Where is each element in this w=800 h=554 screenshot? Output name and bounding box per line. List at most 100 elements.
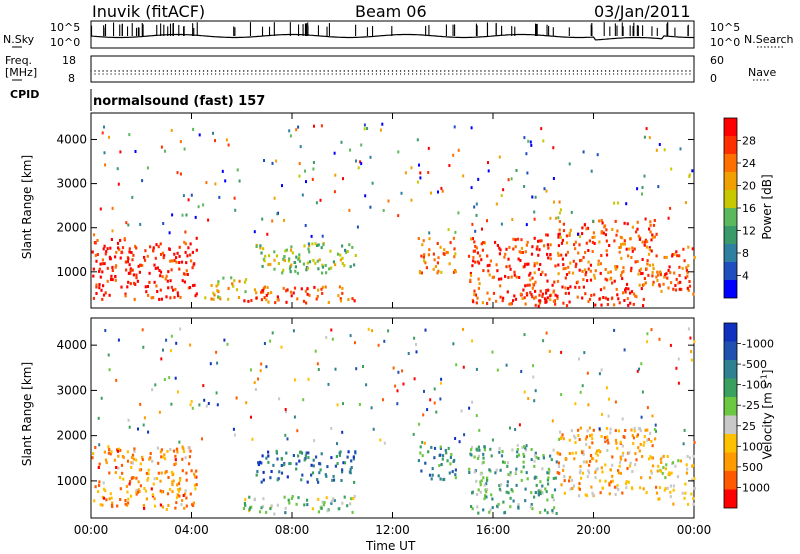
nave-point — [335, 73, 337, 75]
velocity-cell — [165, 338, 168, 342]
freq-point — [460, 70, 462, 72]
velocity-cell — [532, 364, 534, 368]
power-cell — [259, 246, 262, 250]
power-cell — [139, 222, 142, 226]
power-cell — [574, 265, 577, 269]
power-cell — [525, 152, 528, 156]
velocity-cell — [122, 477, 125, 481]
freq-point — [464, 70, 466, 72]
velocity-cell — [526, 477, 529, 481]
power-cell — [586, 226, 590, 230]
velocity-cell — [382, 398, 384, 402]
nave-point — [223, 73, 225, 75]
power-cell — [513, 273, 516, 277]
velocity-cell — [433, 401, 436, 405]
velocity-cell — [127, 501, 130, 505]
power-cell — [316, 294, 319, 298]
velocity-cell — [639, 429, 642, 433]
velocity-cell — [530, 491, 533, 495]
velocity-cell — [260, 362, 263, 366]
velocity-cell — [485, 482, 488, 486]
freq-point — [190, 70, 193, 72]
velocity-cell — [354, 450, 357, 454]
velocity-cell — [144, 489, 148, 493]
power-cell — [183, 280, 186, 284]
velocity-cell — [317, 480, 320, 484]
velocity-cell — [689, 336, 692, 340]
velocity-cell — [168, 376, 171, 380]
velocity-cell — [650, 456, 653, 460]
velocity-cell — [263, 342, 266, 345]
power-cell — [416, 138, 419, 142]
power-cell — [300, 287, 303, 291]
power-cell — [581, 296, 584, 300]
velocity-cell — [557, 465, 561, 468]
power-cell — [528, 283, 531, 287]
velocity-cell — [470, 448, 473, 452]
power-cell — [557, 251, 560, 255]
power-cell — [643, 135, 646, 139]
power-cell — [678, 265, 681, 269]
velocity-cell — [349, 471, 352, 475]
velocity-cell — [316, 362, 319, 366]
power-cell — [500, 277, 503, 281]
power-cell — [192, 284, 195, 288]
velocity-cell — [177, 482, 181, 486]
velocity-cell — [554, 476, 557, 480]
velocity-cell — [498, 487, 501, 491]
power-cell — [677, 281, 680, 285]
x-tick-label: 00:00 — [677, 523, 712, 537]
cpid-value: normalsound (fast) 157 — [93, 94, 266, 109]
power-cell — [339, 299, 343, 303]
freq-point — [255, 70, 257, 72]
nave-point — [227, 73, 229, 75]
power-cell — [554, 264, 557, 268]
velocity-cell — [397, 370, 400, 374]
power-cell — [574, 247, 577, 251]
power-cell — [641, 283, 645, 287]
power-cell — [101, 270, 104, 274]
velocity-cell — [636, 433, 639, 437]
power-cell — [472, 259, 475, 263]
velocity-cell — [160, 357, 163, 361]
power-cell — [582, 278, 585, 281]
nave-point — [110, 73, 112, 75]
velocity-cell — [188, 455, 191, 459]
power-cell — [503, 255, 506, 259]
velocity-cell — [638, 449, 641, 453]
velocity-cell — [428, 473, 432, 477]
freq-point — [323, 70, 325, 72]
power-cell — [286, 288, 289, 292]
power-cell — [305, 180, 307, 184]
power-cell — [679, 280, 682, 284]
velocity-cell — [606, 449, 609, 452]
freq-point — [407, 70, 410, 72]
power-cell — [688, 280, 691, 283]
velocity-cell — [307, 451, 310, 455]
power-cell — [127, 257, 130, 261]
velocity-cell — [101, 503, 104, 507]
nave-point — [444, 73, 446, 75]
power-cell — [666, 276, 669, 280]
power-cell — [104, 163, 107, 167]
freq-point — [440, 70, 442, 72]
nave-point — [420, 73, 422, 75]
freq-point — [456, 70, 458, 72]
velocity-cell — [392, 366, 395, 370]
freq-point — [608, 70, 611, 72]
power-cell — [334, 263, 337, 267]
power-cell — [619, 245, 622, 249]
power-cell — [265, 298, 268, 302]
velocity-cell — [424, 461, 427, 465]
nave-point — [625, 73, 627, 75]
velocity-cell — [429, 398, 432, 402]
velocity-cell — [521, 446, 524, 449]
velocity-cell — [284, 433, 287, 437]
power-cell — [371, 181, 374, 185]
velocity-cell — [568, 479, 571, 483]
power-cell — [481, 301, 484, 305]
velocity-cell — [372, 427, 375, 431]
power-cell — [471, 222, 474, 226]
power-cell — [664, 273, 667, 277]
velocity-cell — [498, 447, 501, 450]
